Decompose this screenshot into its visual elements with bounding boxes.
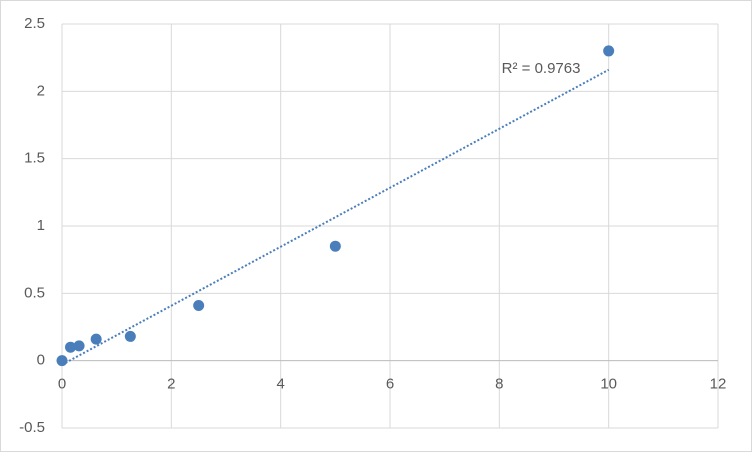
point <box>56 355 68 367</box>
trendline-label: R² = 0.9763 <box>502 60 581 77</box>
x-tick-label: 0 <box>58 376 66 393</box>
point <box>90 333 102 345</box>
x-tick-label: 4 <box>276 376 284 393</box>
point <box>603 45 615 57</box>
y-tick-label: 2 <box>37 82 45 99</box>
point <box>124 330 136 342</box>
trendline <box>61 68 610 366</box>
x-tick-label: 6 <box>386 376 394 393</box>
x-tick-label: 8 <box>495 376 503 393</box>
x-tick-label: 12 <box>710 376 727 393</box>
y-tick-label: 0 <box>37 352 45 369</box>
x-tick-label: 10 <box>600 376 617 393</box>
point <box>329 240 341 252</box>
y-tick-label: 2.5 <box>24 15 45 32</box>
x-tick-label: 2 <box>167 376 175 393</box>
y-tick-label: 1 <box>37 217 45 234</box>
y-tick-label: 0.5 <box>24 284 45 301</box>
y-tick-label: -0.5 <box>19 419 45 436</box>
point <box>73 340 85 352</box>
point <box>193 299 205 311</box>
point <box>65 341 77 353</box>
y-tick-label: 1.5 <box>24 150 45 167</box>
